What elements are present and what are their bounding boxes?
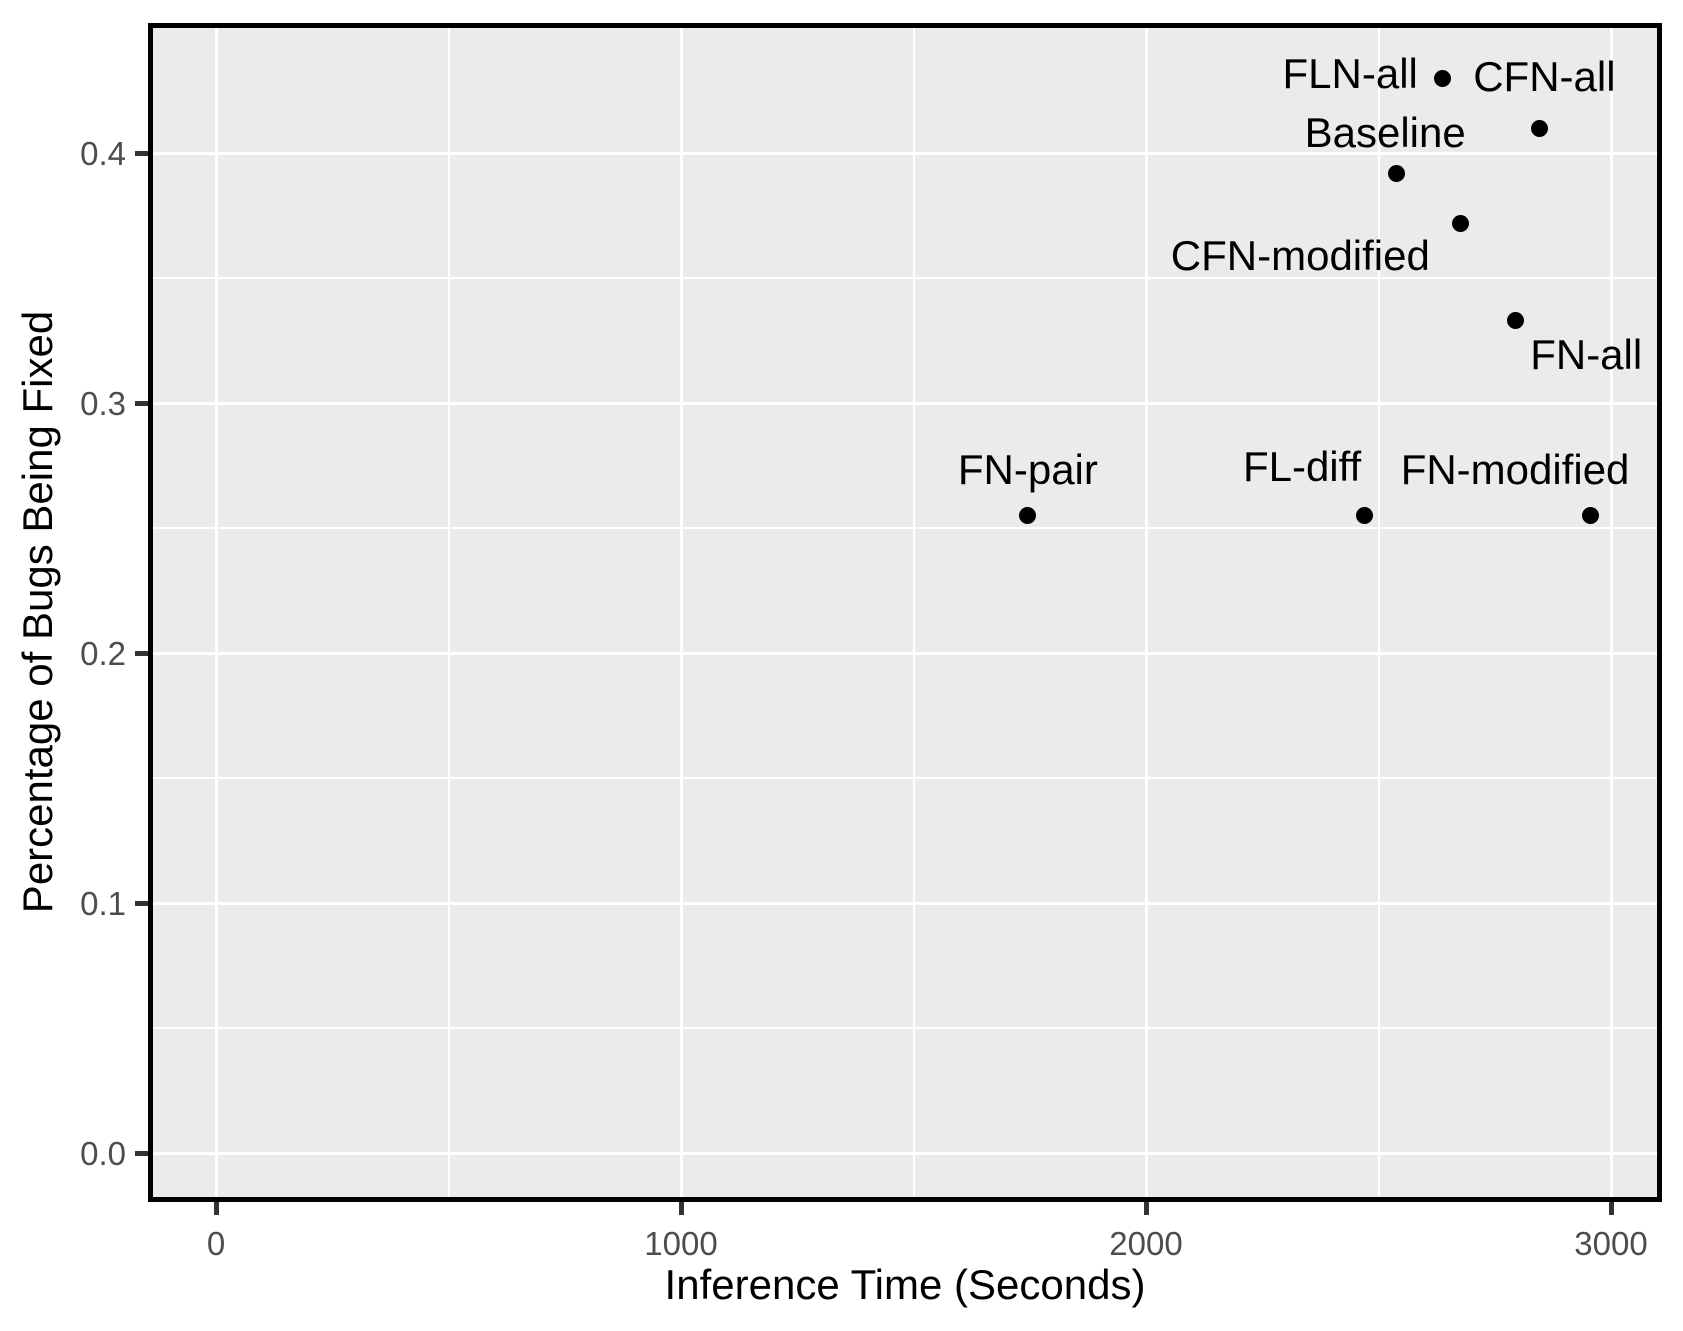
y-tick-label-0.2: 0.2: [80, 635, 126, 672]
data-point-FL-diff: [1355, 507, 1373, 524]
x-axis-tick-3000: [1608, 1202, 1614, 1215]
major-gridline-y-0.0: [153, 1151, 1657, 1155]
minor-gridline-y-0.15: [153, 777, 1657, 779]
major-gridline-y-0.4: [153, 151, 1657, 155]
minor-gridline-x-500: [447, 28, 450, 1197]
y-axis-tick-0.1: [135, 900, 148, 906]
data-point-CFN-all: [1530, 119, 1548, 137]
major-gridline-x-3000: [1609, 28, 1613, 1197]
major-gridline-x-1000: [679, 28, 683, 1197]
point-label-FLN-all: FLN-all: [1282, 50, 1418, 97]
minor-gridline-y-0.25: [153, 527, 1657, 529]
y-tick-label-0.3: 0.3: [80, 385, 126, 422]
data-point-FN-pair: [1019, 507, 1037, 524]
major-gridline-x-0: [214, 28, 218, 1197]
point-label-FL-diff: FL-diff: [1242, 442, 1362, 490]
data-point-Baseline: [1387, 164, 1405, 182]
point-label-FN-all: FN-all: [1530, 330, 1643, 378]
data-point-FLN-all: [1433, 69, 1451, 87]
point-label-FN-pair: FN-pair: [957, 445, 1098, 493]
x-tick-label-2000: 2000: [1109, 1225, 1183, 1262]
x-tick-label-0: 0: [206, 1225, 226, 1262]
major-gridline-x-2000: [1144, 28, 1148, 1197]
y-axis-tick-0.2: [135, 650, 148, 656]
minor-gridline-x-1500: [912, 28, 915, 1197]
point-label-CFN-modified: CFN-modified: [1170, 232, 1430, 279]
x-axis-title: Inference Time (Seconds): [664, 1261, 1146, 1308]
data-point-FN-all: [1506, 312, 1524, 329]
minor-gridline-x-2500: [1377, 28, 1380, 1197]
point-label-CFN-all: CFN-all: [1473, 53, 1616, 100]
y-tick-label-0.4: 0.4: [80, 135, 126, 172]
y-axis-tick-0.0: [135, 1150, 148, 1156]
major-gridline-y-0.1: [153, 901, 1657, 905]
y-tick-label-0.1: 0.1: [80, 885, 126, 922]
x-axis-tick-1000: [678, 1202, 684, 1215]
x-axis-tick-2000: [1143, 1202, 1149, 1215]
y-tick-label-0.0: 0.0: [80, 1135, 126, 1172]
data-point-CFN-modified: [1451, 214, 1469, 232]
x-tick-label-1000: 1000: [644, 1225, 718, 1262]
plot-panel-background: [148, 23, 1662, 1202]
x-tick-label-3000: 3000: [1574, 1225, 1648, 1262]
x-axis-tick-0: [213, 1202, 219, 1215]
major-gridline-y-0.2: [153, 651, 1657, 655]
minor-gridline-y-0.35: [153, 277, 1657, 279]
y-axis-tick-0.4: [135, 150, 148, 156]
major-gridline-y-0.3: [153, 401, 1657, 405]
data-point-FN-modified: [1581, 507, 1599, 524]
point-label-Baseline: Baseline: [1304, 109, 1466, 156]
minor-gridline-y-0.05: [153, 1027, 1657, 1029]
point-label-FN-modified: FN-modified: [1400, 445, 1630, 493]
y-axis-tick-0.3: [135, 400, 148, 406]
